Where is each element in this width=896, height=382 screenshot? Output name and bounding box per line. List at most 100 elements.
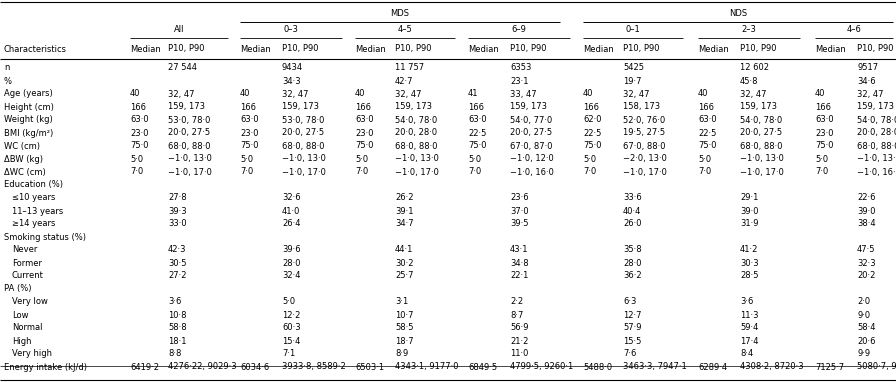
Text: 58·4: 58·4 bbox=[857, 324, 875, 332]
Text: 67·0, 88·0: 67·0, 88·0 bbox=[623, 141, 666, 151]
Text: 75·0: 75·0 bbox=[583, 141, 601, 151]
Text: 10·8: 10·8 bbox=[168, 311, 186, 319]
Text: Median: Median bbox=[130, 44, 160, 53]
Text: 23·0: 23·0 bbox=[355, 128, 374, 138]
Text: 5080·7, 9630·1: 5080·7, 9630·1 bbox=[857, 363, 896, 372]
Text: 6849·5: 6849·5 bbox=[468, 363, 497, 372]
Text: 20·0, 28·0: 20·0, 28·0 bbox=[395, 128, 437, 138]
Text: 4799·5, 9260·1: 4799·5, 9260·1 bbox=[510, 363, 573, 372]
Text: 20·0, 27·5: 20·0, 27·5 bbox=[282, 128, 324, 138]
Text: 5·0: 5·0 bbox=[355, 154, 368, 163]
Text: 159, 173: 159, 173 bbox=[510, 102, 547, 112]
Text: 57·9: 57·9 bbox=[623, 324, 642, 332]
Text: 52·0, 76·0: 52·0, 76·0 bbox=[623, 115, 665, 125]
Text: 63·0: 63·0 bbox=[240, 115, 259, 125]
Text: Height (cm): Height (cm) bbox=[4, 102, 54, 112]
Text: −1·0, 17·0: −1·0, 17·0 bbox=[168, 167, 211, 176]
Text: 5·0: 5·0 bbox=[815, 154, 828, 163]
Text: P10, P90: P10, P90 bbox=[857, 44, 893, 53]
Text: 166: 166 bbox=[698, 102, 714, 112]
Text: 7·0: 7·0 bbox=[815, 167, 828, 176]
Text: 9434: 9434 bbox=[282, 63, 303, 73]
Text: Median: Median bbox=[468, 44, 499, 53]
Text: 31·9: 31·9 bbox=[740, 220, 759, 228]
Text: 75·0: 75·0 bbox=[240, 141, 259, 151]
Text: Current: Current bbox=[12, 272, 44, 280]
Text: WC (cm): WC (cm) bbox=[4, 141, 40, 151]
Text: 32, 47: 32, 47 bbox=[623, 89, 650, 99]
Text: 19·5, 27·5: 19·5, 27·5 bbox=[623, 128, 665, 138]
Text: 4308·2, 8720·3: 4308·2, 8720·3 bbox=[740, 363, 804, 372]
Text: 8·8: 8·8 bbox=[168, 350, 181, 358]
Text: 30·2: 30·2 bbox=[395, 259, 413, 267]
Text: Smoking status (%): Smoking status (%) bbox=[4, 233, 86, 241]
Text: 6419·2: 6419·2 bbox=[130, 363, 159, 372]
Text: −1·0, 13·0: −1·0, 13·0 bbox=[857, 154, 896, 163]
Text: Former: Former bbox=[12, 259, 42, 267]
Text: 9·0: 9·0 bbox=[857, 311, 870, 319]
Text: n: n bbox=[4, 63, 9, 73]
Text: 3·6: 3·6 bbox=[740, 298, 754, 306]
Text: 159, 173: 159, 173 bbox=[395, 102, 432, 112]
Text: 23·6: 23·6 bbox=[510, 194, 529, 202]
Text: 32, 47: 32, 47 bbox=[857, 89, 883, 99]
Text: 63·0: 63·0 bbox=[468, 115, 487, 125]
Text: 22·5: 22·5 bbox=[698, 128, 717, 138]
Text: Median: Median bbox=[698, 44, 728, 53]
Text: 6·3: 6·3 bbox=[623, 298, 636, 306]
Text: 45·8: 45·8 bbox=[740, 76, 759, 86]
Text: 20·0, 27·5: 20·0, 27·5 bbox=[740, 128, 782, 138]
Text: −1·0, 13·0: −1·0, 13·0 bbox=[740, 154, 784, 163]
Text: 32, 47: 32, 47 bbox=[740, 89, 766, 99]
Text: 9517: 9517 bbox=[857, 63, 878, 73]
Text: 7125·7: 7125·7 bbox=[815, 363, 844, 372]
Text: P10, P90: P10, P90 bbox=[510, 44, 547, 53]
Text: −1·0, 13·0: −1·0, 13·0 bbox=[282, 154, 326, 163]
Text: Weight (kg): Weight (kg) bbox=[4, 115, 53, 125]
Text: 32·6: 32·6 bbox=[282, 194, 301, 202]
Text: 75·0: 75·0 bbox=[468, 141, 487, 151]
Text: 59·4: 59·4 bbox=[740, 324, 758, 332]
Text: 68·0, 88·0: 68·0, 88·0 bbox=[282, 141, 324, 151]
Text: 40: 40 bbox=[698, 89, 709, 99]
Text: 58·5: 58·5 bbox=[395, 324, 413, 332]
Text: 7·0: 7·0 bbox=[240, 167, 254, 176]
Text: P10, P90: P10, P90 bbox=[282, 44, 318, 53]
Text: 5·0: 5·0 bbox=[468, 154, 481, 163]
Text: ΔWC (cm): ΔWC (cm) bbox=[4, 167, 46, 176]
Text: 7·1: 7·1 bbox=[282, 350, 296, 358]
Text: 7·0: 7·0 bbox=[468, 167, 481, 176]
Text: 34·8: 34·8 bbox=[510, 259, 529, 267]
Text: 39·1: 39·1 bbox=[395, 207, 413, 215]
Text: 7·0: 7·0 bbox=[698, 167, 711, 176]
Text: 63·0: 63·0 bbox=[130, 115, 149, 125]
Text: 159, 173: 159, 173 bbox=[740, 102, 777, 112]
Text: 63·0: 63·0 bbox=[355, 115, 374, 125]
Text: All: All bbox=[174, 26, 185, 34]
Text: Age (years): Age (years) bbox=[4, 89, 53, 99]
Text: 159, 173: 159, 173 bbox=[168, 102, 205, 112]
Text: 166: 166 bbox=[130, 102, 146, 112]
Text: ΔBW (kg): ΔBW (kg) bbox=[4, 154, 43, 163]
Text: MDS: MDS bbox=[391, 8, 409, 18]
Text: 6353: 6353 bbox=[510, 63, 531, 73]
Text: 38·4: 38·4 bbox=[857, 220, 875, 228]
Text: −1·0, 17·0: −1·0, 17·0 bbox=[282, 167, 326, 176]
Text: 5488·0: 5488·0 bbox=[583, 363, 612, 372]
Text: 6–9: 6–9 bbox=[512, 26, 527, 34]
Text: 20·6: 20·6 bbox=[857, 337, 875, 345]
Text: 53·0, 78·0: 53·0, 78·0 bbox=[168, 115, 211, 125]
Text: 4–6: 4–6 bbox=[847, 26, 861, 34]
Text: Median: Median bbox=[240, 44, 271, 53]
Text: 20·0, 28·0: 20·0, 28·0 bbox=[857, 128, 896, 138]
Text: 9·9: 9·9 bbox=[857, 350, 870, 358]
Text: 22·5: 22·5 bbox=[468, 128, 487, 138]
Text: 32, 47: 32, 47 bbox=[168, 89, 194, 99]
Text: 15·4: 15·4 bbox=[282, 337, 300, 345]
Text: 28·5: 28·5 bbox=[740, 272, 759, 280]
Text: 12 602: 12 602 bbox=[740, 63, 769, 73]
Text: Very high: Very high bbox=[12, 350, 52, 358]
Text: 11·0: 11·0 bbox=[510, 350, 529, 358]
Text: 2–3: 2–3 bbox=[742, 26, 756, 34]
Text: 68·0, 88·0: 68·0, 88·0 bbox=[168, 141, 211, 151]
